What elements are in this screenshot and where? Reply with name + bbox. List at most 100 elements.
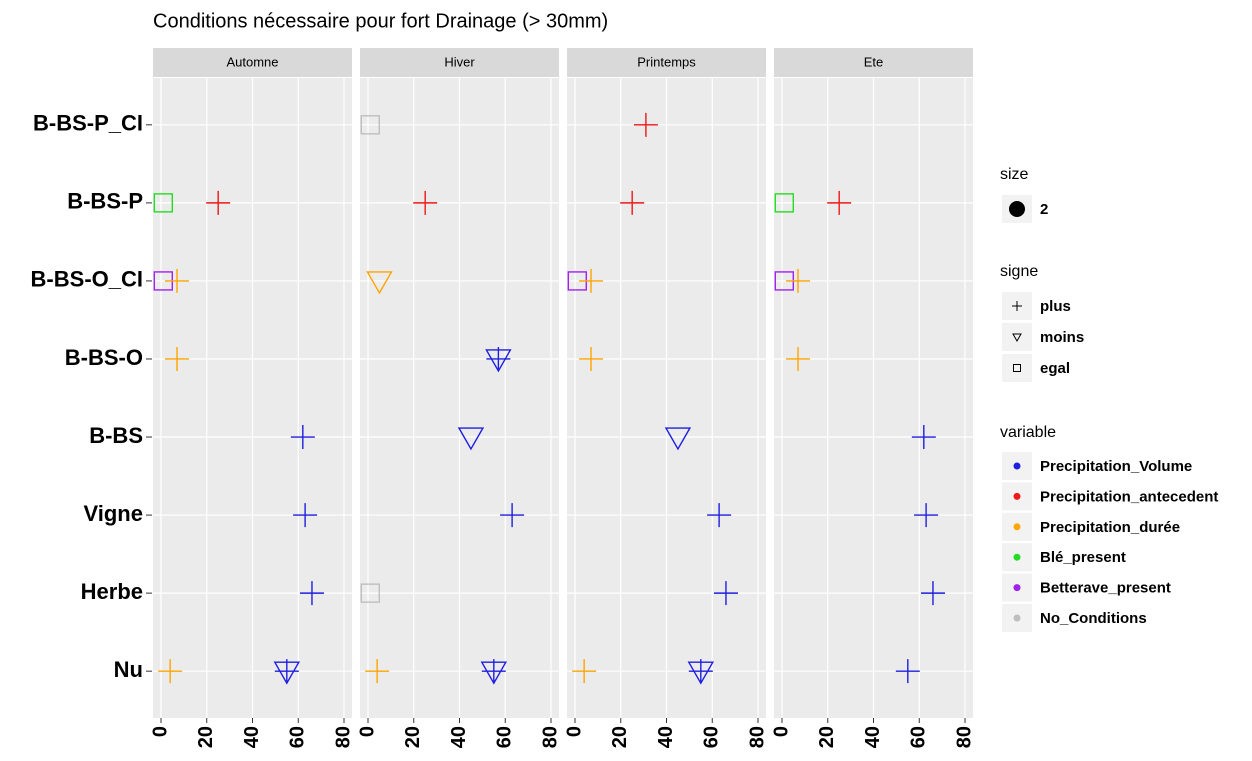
point-plus	[827, 190, 852, 215]
chart-title: Conditions nécessaire pour fort Drainage…	[153, 10, 608, 32]
point-plus	[688, 659, 713, 684]
y-tick-label: B-BS-O	[65, 345, 143, 370]
legend-label: Betterave_present	[1040, 580, 1171, 597]
point-plus	[158, 659, 183, 684]
y-tick-label: B-BS	[89, 423, 143, 448]
point-triangle	[457, 427, 485, 451]
point-plus	[206, 190, 231, 215]
points	[567, 112, 738, 685]
point-triangle	[273, 661, 301, 685]
point-plus	[911, 425, 936, 450]
x-tick-label: 40	[448, 726, 470, 748]
point-plus	[165, 346, 190, 371]
legend-dot	[1013, 553, 1021, 561]
x-tick-label: 80	[332, 726, 354, 748]
x-tick-label: 0	[770, 726, 792, 737]
legend-dot	[1013, 584, 1021, 592]
point-plus	[633, 112, 658, 137]
legend-label: Precipitation_Volume	[1040, 458, 1192, 475]
legend-label: egal	[1040, 360, 1070, 377]
legend-key	[1002, 323, 1032, 351]
point-plus	[299, 581, 324, 606]
point-plus	[413, 190, 438, 215]
point-plus	[579, 346, 604, 371]
x-tick-label: 60	[287, 726, 309, 748]
x-tick-label: 20	[402, 726, 424, 748]
legend-dot	[1013, 462, 1021, 470]
point-square	[153, 193, 173, 213]
legend-label: Precipitation_durée	[1040, 519, 1180, 536]
point-triangle	[366, 271, 393, 295]
strip	[153, 48, 352, 77]
x-tick-label: 60	[494, 726, 516, 748]
x-tick-label: 80	[953, 726, 975, 748]
x-tick-label: 60	[701, 726, 723, 748]
point-plus	[165, 268, 190, 293]
facet-label: Hiver	[444, 54, 475, 69]
point-plus	[579, 268, 604, 293]
points	[360, 115, 525, 685]
y-tick-label: Vigne	[83, 501, 143, 526]
point-plus	[707, 503, 732, 528]
legend-title: signe	[1000, 263, 1038, 280]
point-plus	[786, 268, 811, 293]
legend-shape	[1012, 301, 1022, 311]
legend-title: size	[1000, 166, 1029, 183]
point-plus	[481, 659, 506, 684]
legend-label: Blé_present	[1040, 549, 1126, 566]
strip	[774, 48, 973, 77]
x-tick-label: 80	[746, 726, 768, 748]
point-triangle	[664, 427, 692, 451]
x-tick-label: 40	[862, 726, 884, 748]
x-tick-label: 0	[149, 726, 171, 737]
point-plus	[365, 659, 390, 684]
y-tick-label: B-BS-P	[67, 189, 143, 214]
point-triangle	[480, 661, 508, 685]
point-plus	[713, 581, 738, 606]
x-tick-label: 20	[609, 726, 631, 748]
point-plus	[500, 503, 525, 528]
point-plus	[914, 503, 939, 528]
legend-label: No_Conditions	[1040, 610, 1147, 627]
y-tick-label: Nu	[114, 657, 143, 682]
point-plus	[920, 581, 945, 606]
x-tick-label: 60	[908, 726, 930, 748]
point-plus	[786, 346, 811, 371]
legend-key	[1002, 354, 1032, 382]
legend-dot	[1013, 614, 1021, 622]
y-tick-label: B-BS-P_CI	[33, 111, 143, 136]
point-plus	[486, 346, 511, 371]
strip	[360, 48, 559, 77]
facet-label: Automne	[226, 54, 278, 69]
point-plus	[895, 659, 920, 684]
legend-dot	[1009, 201, 1025, 217]
facet-label: Ete	[864, 54, 884, 69]
legend-title: variable	[1000, 424, 1056, 441]
legend-label: Precipitation_antecedent	[1040, 488, 1218, 505]
points	[774, 190, 945, 684]
legend-shape	[1012, 333, 1022, 343]
points	[153, 190, 324, 685]
x-tick-label: 0	[563, 726, 585, 737]
point-plus	[620, 190, 645, 215]
point-plus	[572, 659, 597, 684]
x-tick-label: 0	[356, 726, 378, 737]
x-tick-label: 20	[195, 726, 217, 748]
legend-label: moins	[1040, 329, 1084, 346]
legend-label: 2	[1040, 201, 1048, 218]
point-triangle	[485, 349, 512, 373]
x-tick-label: 40	[655, 726, 677, 748]
y-tick-label: B-BS-O_CI	[31, 267, 143, 292]
point-plus	[290, 425, 315, 450]
point-square	[360, 115, 380, 135]
point-square	[360, 583, 380, 603]
point-plus	[274, 659, 299, 684]
legend-dot	[1013, 523, 1021, 531]
facet-label: Printemps	[637, 54, 696, 69]
x-tick-label: 20	[816, 726, 838, 748]
legend-shape	[1013, 364, 1021, 372]
point-square	[774, 193, 794, 213]
point-plus	[293, 503, 318, 528]
legend-dot	[1013, 492, 1021, 500]
